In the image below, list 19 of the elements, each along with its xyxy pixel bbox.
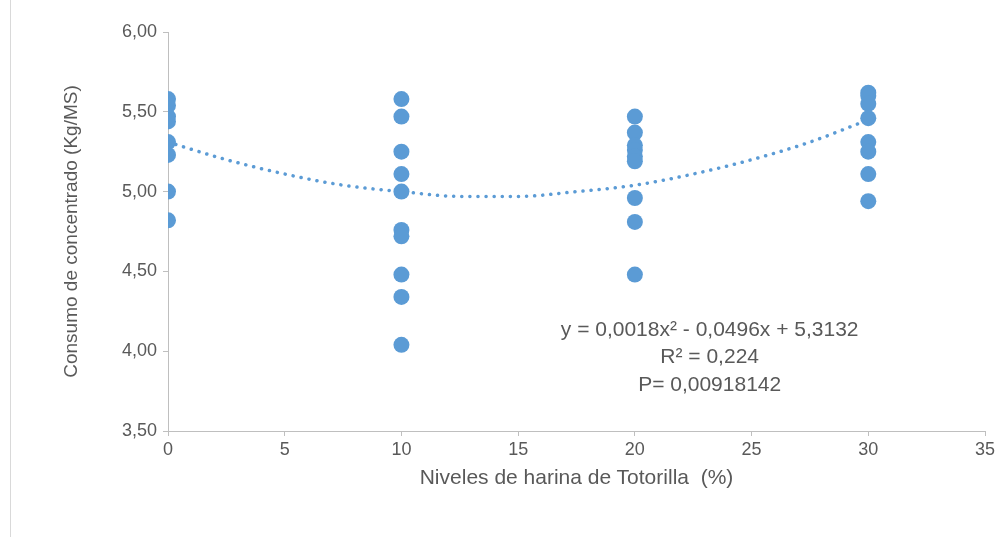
y-tick-label: 4,00	[121, 340, 157, 361]
x-tick-label: 25	[741, 438, 762, 459]
x-tick-label: 35	[974, 438, 996, 459]
x-tick-label: 15	[508, 438, 529, 459]
y-axis-title: Consumo de concentrado (Kg/MS)	[59, 85, 81, 378]
y-tick-label: 3,50	[121, 419, 157, 440]
x-tick-label: 10	[391, 438, 412, 459]
annotation: y = 0,0018x² - 0,0496x + 5,3132	[560, 316, 859, 340]
y-tick-label: 6,00	[121, 20, 157, 41]
y-tick-label: 4,50	[121, 260, 157, 281]
annotation: R² = 0,224	[660, 344, 760, 368]
x-tick-label: 0	[162, 438, 174, 459]
y-tick-label: 5,00	[121, 180, 157, 201]
x-tick-label: 30	[858, 438, 879, 459]
x-axis-title: Niveles de harina de Totorilla (%)	[419, 465, 734, 489]
y-tick-label: 5,50	[121, 100, 157, 121]
annotation: P= 0,00918142	[638, 371, 782, 395]
x-tick-label: 20	[624, 438, 645, 459]
x-tick-label: 5	[279, 438, 290, 459]
